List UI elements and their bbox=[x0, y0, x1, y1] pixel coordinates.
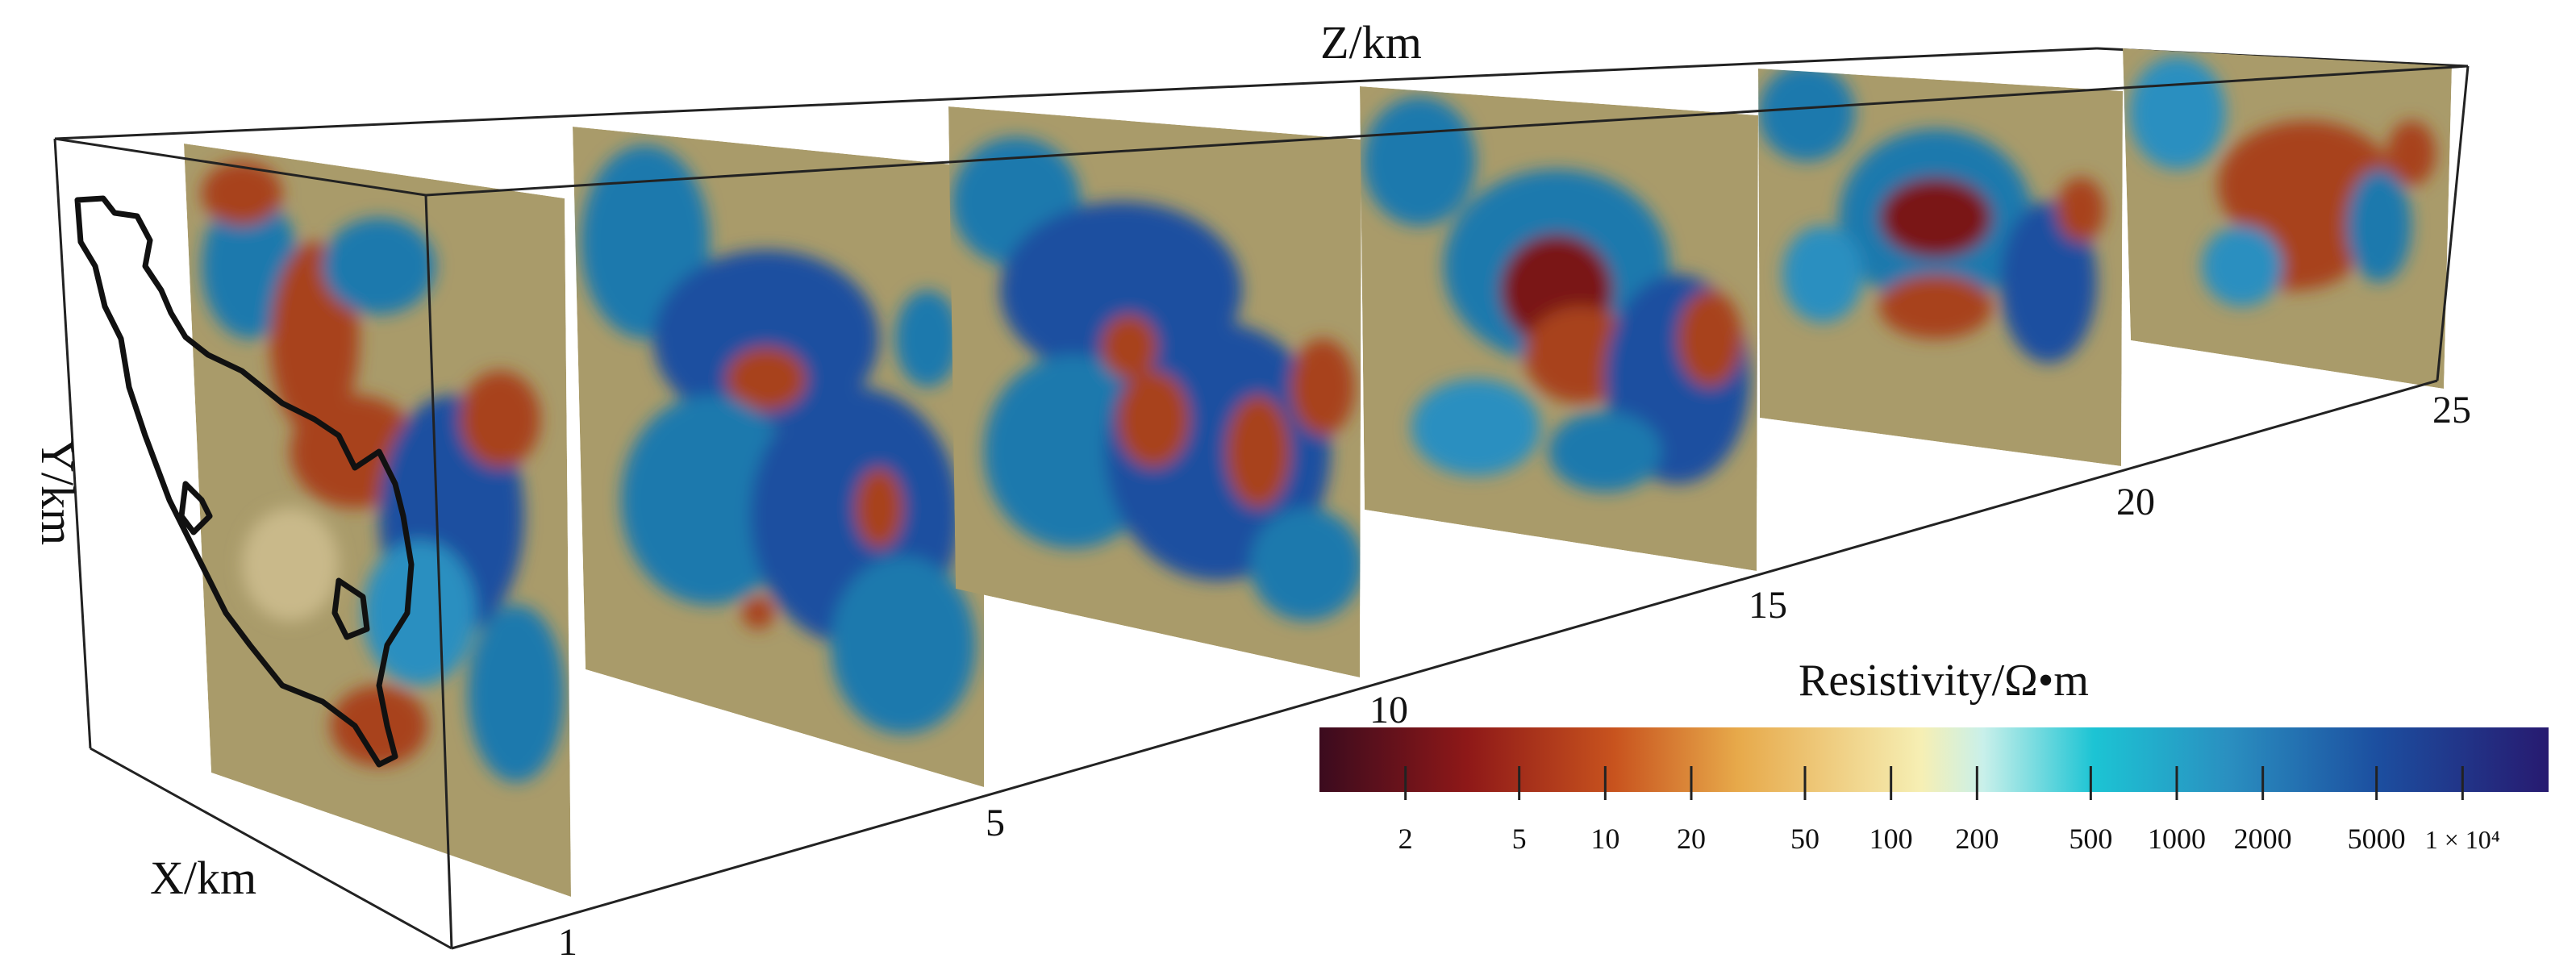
colorbar-title: Resistivity/Ω•m bbox=[1799, 656, 2089, 706]
colorbar-tick-label: 500 bbox=[2069, 823, 2112, 855]
z-tick-20: 20 bbox=[2116, 481, 2155, 523]
colorbar-tick-label: 200 bbox=[1955, 823, 1999, 855]
z-tick-1: 1 bbox=[558, 921, 577, 964]
slice-z-20 bbox=[1758, 69, 2123, 466]
z-tick-15: 15 bbox=[1749, 584, 1787, 627]
slice-z-5 bbox=[573, 127, 984, 787]
colorbar-tick-label: 50 bbox=[1790, 823, 1819, 855]
colorbar-tick-label: 10 bbox=[1590, 823, 1619, 855]
x-axis-label: X/km bbox=[150, 852, 256, 904]
colorbar-tick-label: 2 bbox=[1398, 823, 1413, 855]
y-axis-label: Y/km bbox=[31, 439, 84, 545]
slice-z-10 bbox=[948, 106, 1361, 677]
z-tick-labels: 1 5 10 15 20 25 bbox=[558, 389, 2471, 964]
colorbar-ticks: 2 5 10 20 50 100 200 500 1000 2000 5000 1 × 10⁴ bbox=[1398, 766, 2500, 855]
z-tick-25: 25 bbox=[2432, 389, 2471, 431]
slice-z-25 bbox=[2123, 48, 2452, 389]
slice-z-1 bbox=[184, 144, 571, 897]
colorbar-tick-label: 20 bbox=[1677, 823, 1706, 855]
colorbar-gradient bbox=[1319, 727, 2549, 792]
region-outline bbox=[74, 195, 415, 768]
colorbar-tick-label: 5000 bbox=[2348, 823, 2406, 855]
z-tick-10: 10 bbox=[1369, 689, 1408, 731]
colorbar: Resistivity/Ω•m 2 5 10 20 50 100 200 500 1000 200… bbox=[1319, 656, 2549, 855]
colorbar-tick-label: 2000 bbox=[2234, 823, 2292, 855]
colorbar-tick-label: 1000 bbox=[2148, 823, 2206, 855]
box-frame-front bbox=[54, 65, 2470, 950]
colorbar-tick-label: 5 bbox=[1512, 823, 1527, 855]
colorbar-tick-label: 1 × 10⁴ bbox=[2425, 825, 2500, 854]
z-tick-5: 5 bbox=[986, 802, 1005, 844]
colorbar-tick-label: 100 bbox=[1869, 823, 1913, 855]
slice-z-15 bbox=[1360, 86, 1758, 571]
z-axis-label: Z/km bbox=[1320, 16, 1422, 69]
